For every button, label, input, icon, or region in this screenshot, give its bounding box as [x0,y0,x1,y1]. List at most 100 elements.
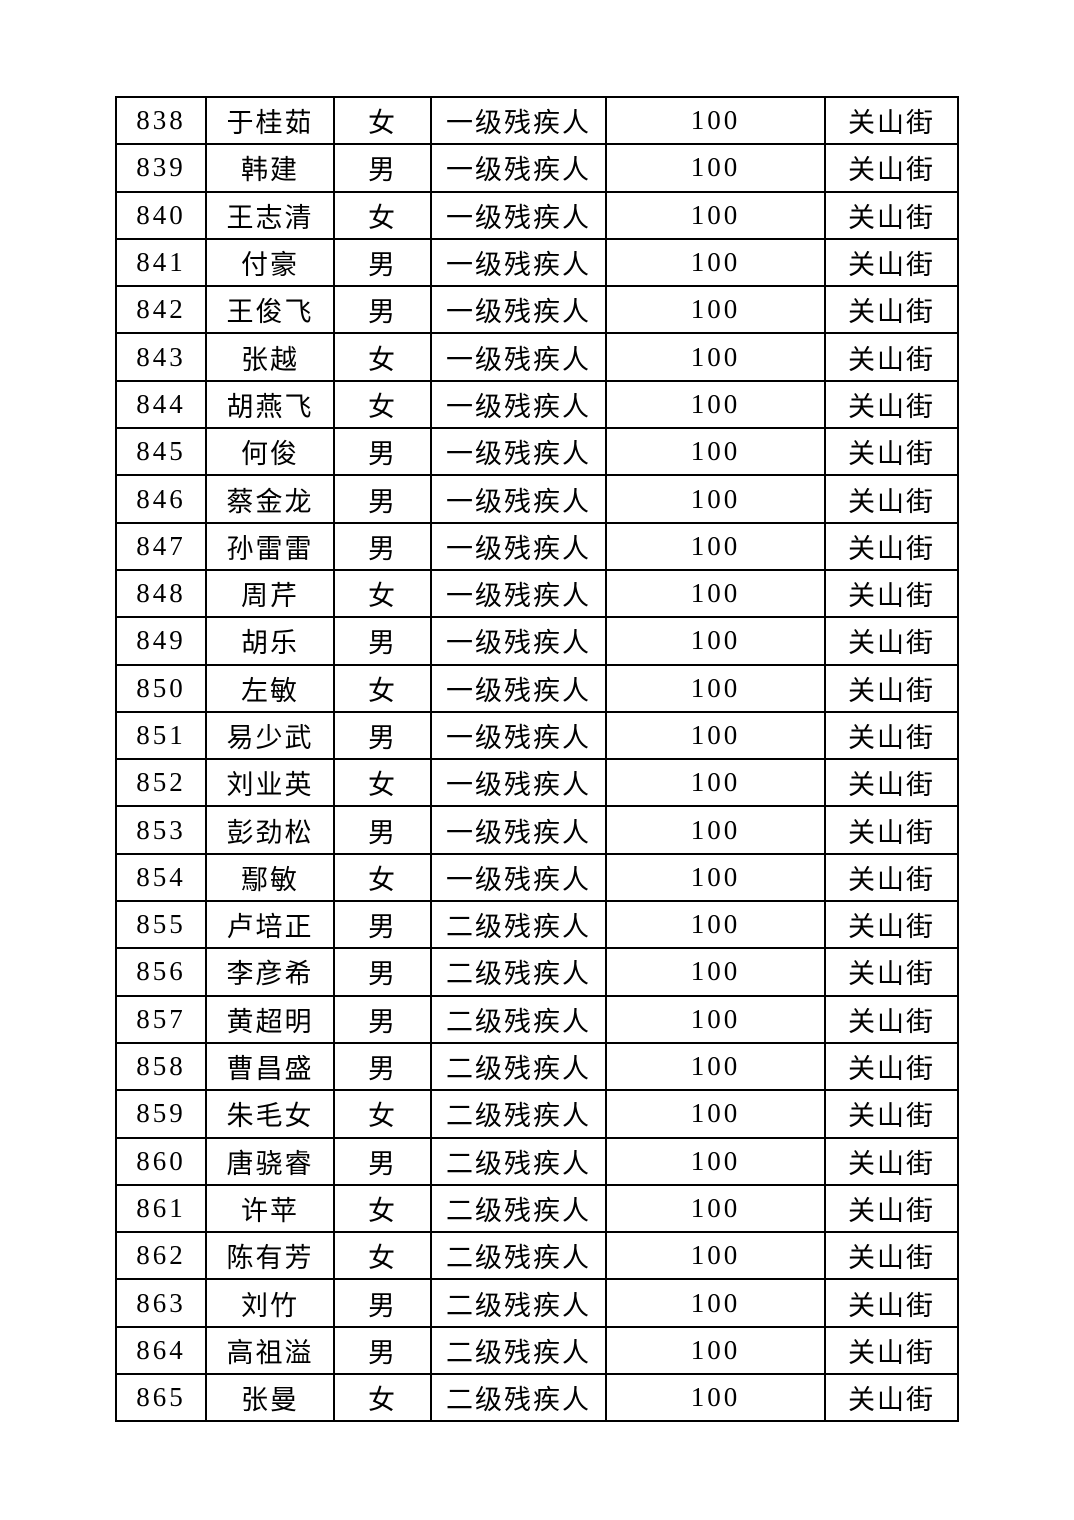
table-row: 843 张越女一级残疾人 100 关山街 [115,332,959,382]
table-row: 839 韩建男一级残疾人 100 关山街 [115,143,959,193]
cell-category: 二级残疾人 [430,1136,607,1186]
cell-row-number: 841 [115,237,207,288]
cell-category: 一级残疾人 [430,379,607,430]
cell-street: 关山街 [824,994,959,1044]
cell-gender: 男 [333,947,432,997]
cell-name: 王俊飞 [205,285,335,335]
cell-gender: 男 [333,474,432,524]
cell-category: 二级残疾人 [430,1278,607,1328]
cell-street: 关山街 [824,1136,959,1186]
cell-name: 鄢敏 [205,852,335,903]
table-row: 846 蔡金龙男一级残疾人 100 关山街 [115,474,959,524]
cell-name: 孙雷雷 [205,521,335,571]
cell-amount: 100 [605,805,826,855]
cell-name: 刘业英 [205,758,335,808]
table-row: 849 胡乐男一级残疾人 100 关山街 [115,616,959,666]
cell-gender: 男 [333,1136,432,1186]
cell-street: 关山街 [824,1041,959,1092]
table-row: 851 易少武男一级残疾人 100 关山街 [115,710,959,761]
cell-row-number: 856 [115,947,207,997]
cell-gender: 女 [333,1183,432,1234]
cell-category: 二级残疾人 [430,1089,607,1139]
cell-row-number: 862 [115,1231,207,1281]
table-row: 847 孙雷雷男一级残疾人 100 关山街 [115,521,959,571]
cell-row-number: 845 [115,427,207,477]
table-row: 862 陈有芳女二级残疾人 100 关山街 [115,1231,959,1281]
cell-amount: 100 [605,143,826,193]
table-row: 863 刘竹男二级残疾人 100 关山街 [115,1278,959,1328]
cell-gender: 女 [333,1373,432,1423]
cell-street: 关山街 [824,616,959,666]
cell-gender: 女 [333,1089,432,1139]
cell-amount: 100 [605,1278,826,1328]
cell-gender: 女 [333,379,432,430]
cell-category: 一级残疾人 [430,616,607,666]
cell-category: 一级残疾人 [430,758,607,808]
cell-street: 关山街 [824,1373,959,1423]
cell-gender: 男 [333,805,432,855]
table-row: 842 王俊飞男一级残疾人 100 关山街 [115,285,959,335]
cell-row-number: 853 [115,805,207,855]
cell-gender: 男 [333,616,432,666]
cell-row-number: 864 [115,1325,207,1376]
cell-row-number: 838 [115,95,207,146]
subsidy-table: 838 于桂茹女一级残疾人 100 关山街 839 韩建男一级残疾人 100 关山街 840 王志… [115,95,959,1423]
cell-category: 一级残疾人 [430,332,607,382]
cell-row-number: 860 [115,1136,207,1186]
cell-category: 一级残疾人 [430,521,607,571]
cell-category: 二级残疾人 [430,1231,607,1281]
cell-row-number: 851 [115,710,207,761]
cell-gender: 男 [333,1278,432,1328]
cell-street: 关山街 [824,143,959,193]
table-row: 850 左敏女一级残疾人 100 关山街 [115,663,959,713]
cell-name: 胡乐 [205,616,335,666]
cell-name: 唐骁睿 [205,1136,335,1186]
cell-name: 张曼 [205,1373,335,1423]
cell-row-number: 843 [115,332,207,382]
cell-gender: 男 [333,237,432,288]
cell-street: 关山街 [824,663,959,713]
cell-row-number: 842 [115,285,207,335]
cell-category: 一级残疾人 [430,474,607,524]
table-row: 852 刘业英女一级残疾人 100 关山街 [115,758,959,808]
cell-amount: 100 [605,237,826,288]
cell-gender: 女 [333,332,432,382]
cell-street: 关山街 [824,1089,959,1139]
cell-name: 陈有芳 [205,1231,335,1281]
cell-amount: 100 [605,1231,826,1281]
cell-row-number: 846 [115,474,207,524]
cell-name: 许苹 [205,1183,335,1234]
cell-gender: 女 [333,663,432,713]
cell-amount: 100 [605,710,826,761]
cell-name: 高祖溢 [205,1325,335,1376]
cell-category: 一级残疾人 [430,95,607,146]
cell-category: 一级残疾人 [430,852,607,903]
table-row: 855 卢培正男二级残疾人 100 关山街 [115,900,959,950]
cell-name: 曹昌盛 [205,1041,335,1092]
cell-name: 王志清 [205,190,335,240]
cell-amount: 100 [605,190,826,240]
cell-gender: 女 [333,1231,432,1281]
cell-name: 何俊 [205,427,335,477]
cell-name: 周芹 [205,568,335,619]
cell-category: 一级残疾人 [430,427,607,477]
cell-category: 二级残疾人 [430,900,607,950]
table-row: 858 曹昌盛男二级残疾人 100 关山街 [115,1041,959,1092]
cell-row-number: 858 [115,1041,207,1092]
cell-gender: 男 [333,710,432,761]
cell-row-number: 848 [115,568,207,619]
cell-category: 一级残疾人 [430,285,607,335]
cell-name: 黄超明 [205,994,335,1044]
cell-street: 关山街 [824,285,959,335]
cell-street: 关山街 [824,805,959,855]
cell-category: 一级残疾人 [430,710,607,761]
cell-street: 关山街 [824,332,959,382]
cell-category: 二级残疾人 [430,947,607,997]
cell-street: 关山街 [824,568,959,619]
cell-amount: 100 [605,1041,826,1092]
cell-amount: 100 [605,994,826,1044]
table-body: 838 于桂茹女一级残疾人 100 关山街 839 韩建男一级残疾人 100 关山街 840 王志… [115,95,959,1423]
table-row: 845 何俊男一级残疾人 100 关山街 [115,427,959,477]
cell-gender: 男 [333,521,432,571]
cell-street: 关山街 [824,852,959,903]
